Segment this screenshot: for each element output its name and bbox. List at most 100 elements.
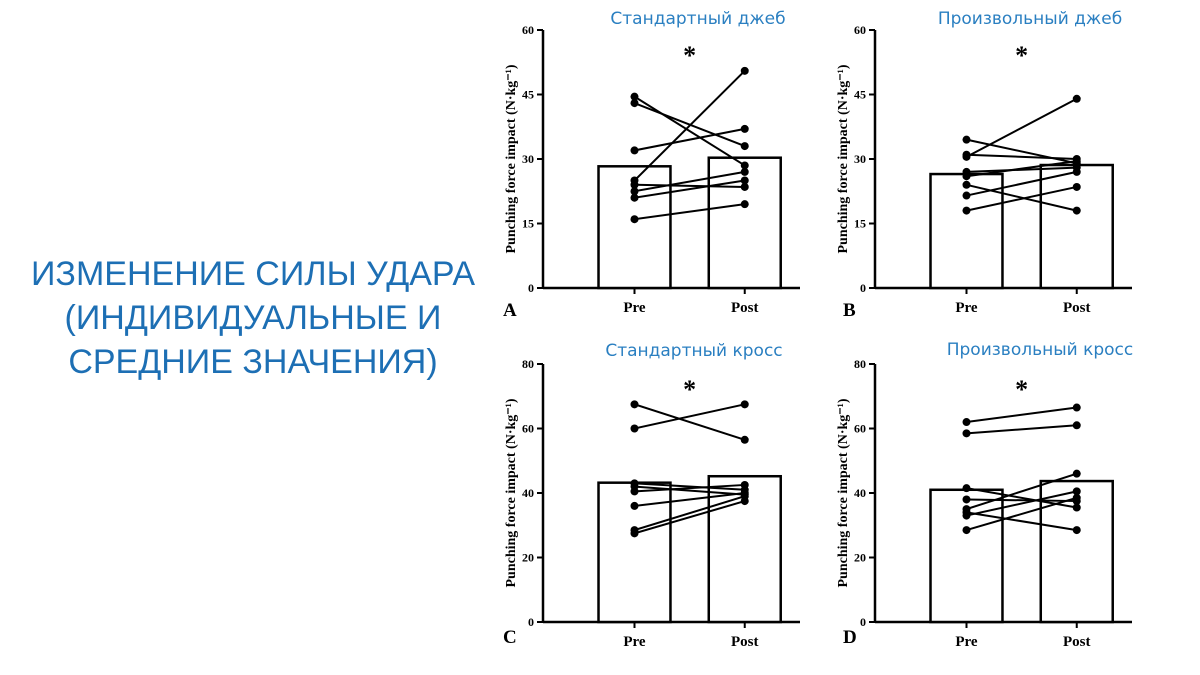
paired-line: [966, 406, 1077, 424]
paired-line: [966, 138, 1077, 165]
data-point: [630, 487, 639, 496]
y-tick-label: 15: [854, 217, 866, 231]
data-point: [630, 215, 639, 224]
y-axis-label: Punching force impact (N·kg⁻¹): [836, 64, 851, 253]
slide-title: ИЗМЕНЕНИЕ СИЛЫ УДАРА (ИНДИВИДУАЛЬНЫЕ И С…: [18, 252, 488, 384]
y-tick-label: 20: [522, 551, 534, 565]
data-point: [1072, 403, 1081, 412]
data-point: [630, 92, 639, 101]
x-tick-label: Pre: [623, 300, 646, 316]
data-point: [1072, 469, 1081, 478]
data-point: [630, 501, 639, 510]
y-tick-label: 60: [854, 23, 866, 37]
y-tick-label: 40: [522, 486, 534, 500]
paired-line: [634, 492, 745, 507]
chart-panel-d: Произвольный кросс Punching force impact …: [836, 340, 1133, 650]
y-tick-label: 40: [854, 486, 866, 500]
y-tick-label: 60: [522, 23, 534, 37]
data-point: [962, 206, 971, 215]
data-point: [962, 180, 971, 189]
paired-line: [634, 170, 745, 193]
paired-line: [633, 95, 746, 167]
y-tick-label: 30: [854, 152, 866, 166]
paired-line: [966, 153, 1077, 160]
paired-line: [634, 179, 745, 199]
paired-line: [966, 170, 1077, 197]
paired-line: [966, 490, 1077, 517]
paired-line: [634, 500, 746, 535]
data-point: [962, 135, 971, 144]
data-point: [630, 400, 639, 409]
data-point: [740, 497, 749, 506]
data-point: [962, 418, 971, 427]
paired-line: [634, 183, 745, 188]
y-tick-label: 45: [522, 88, 534, 102]
paired-line: [966, 160, 1077, 178]
x-tick-label: Post: [1063, 634, 1091, 650]
chart-title: Произвольный джеб: [938, 9, 1122, 29]
y-tick-label: 20: [854, 551, 866, 565]
slide-title-line: (ИНДИВИДУАЛЬНЫЕ И: [64, 299, 442, 337]
significance-marker: *: [683, 375, 696, 404]
y-tick-label: 45: [854, 88, 866, 102]
paired-line: [634, 403, 745, 430]
data-point: [740, 182, 749, 191]
slide-title-line: ИЗМЕНЕНИЕ СИЛЫ УДАРА: [30, 255, 476, 293]
y-tick-label: 0: [528, 281, 534, 295]
data-point: [1072, 503, 1081, 512]
data-point: [740, 435, 749, 444]
data-point: [630, 529, 639, 538]
panel-letter: C: [503, 627, 517, 648]
data-point: [630, 146, 639, 155]
data-point: [1072, 487, 1081, 496]
chart-title: Стандартный джеб: [610, 9, 785, 29]
data-point: [962, 172, 971, 181]
paired-line: [966, 97, 1078, 158]
y-tick-label: 15: [522, 217, 534, 231]
y-axis-label: Punching force impact (N·kg⁻¹): [836, 398, 851, 587]
paired-line: [966, 185, 1077, 212]
data-point: [630, 99, 639, 108]
chart-panel-a: Стандартный джеб Punching force impact (N…: [503, 9, 800, 321]
data-point: [1072, 206, 1081, 215]
y-tick-label: 0: [860, 615, 866, 629]
data-point: [1072, 157, 1081, 166]
y-tick-label: 60: [522, 422, 534, 436]
data-point: [1072, 526, 1081, 535]
paired-line: [634, 495, 746, 532]
data-point: [962, 511, 971, 520]
data-point: [740, 480, 749, 489]
data-point: [1072, 182, 1081, 191]
data-point: [740, 400, 749, 409]
y-tick-label: 80: [522, 357, 534, 371]
paired-line: [634, 203, 745, 221]
data-point: [740, 161, 749, 170]
chart-panel-b: Произвольный джеб Punching force impact (…: [836, 9, 1132, 321]
chart-title: Произвольный кросс: [947, 340, 1134, 360]
significance-marker: *: [1015, 41, 1028, 70]
x-tick-label: Pre: [955, 634, 978, 650]
data-point: [1072, 167, 1081, 176]
data-point: [740, 142, 749, 151]
panel-letter: B: [843, 300, 856, 321]
data-point: [630, 180, 639, 189]
paired-line: [966, 166, 1077, 173]
data-point: [740, 124, 749, 133]
paired-line: [966, 496, 1078, 532]
data-point: [1072, 94, 1081, 103]
data-point: [962, 495, 971, 504]
panel-letter: A: [503, 300, 517, 321]
panel-letter: D: [843, 627, 857, 648]
data-point: [740, 200, 749, 209]
data-point: [962, 191, 971, 200]
data-point: [630, 187, 639, 196]
data-point: [962, 484, 971, 493]
paired-line: [633, 70, 746, 182]
y-tick-label: 60: [854, 422, 866, 436]
chart-panel-c: Стандартный кросс Punching force impact (…: [503, 341, 800, 650]
data-point: [962, 526, 971, 535]
chart-title: Стандартный кросс: [605, 341, 782, 361]
y-tick-label: 80: [854, 357, 866, 371]
paired-line: [634, 482, 745, 491]
